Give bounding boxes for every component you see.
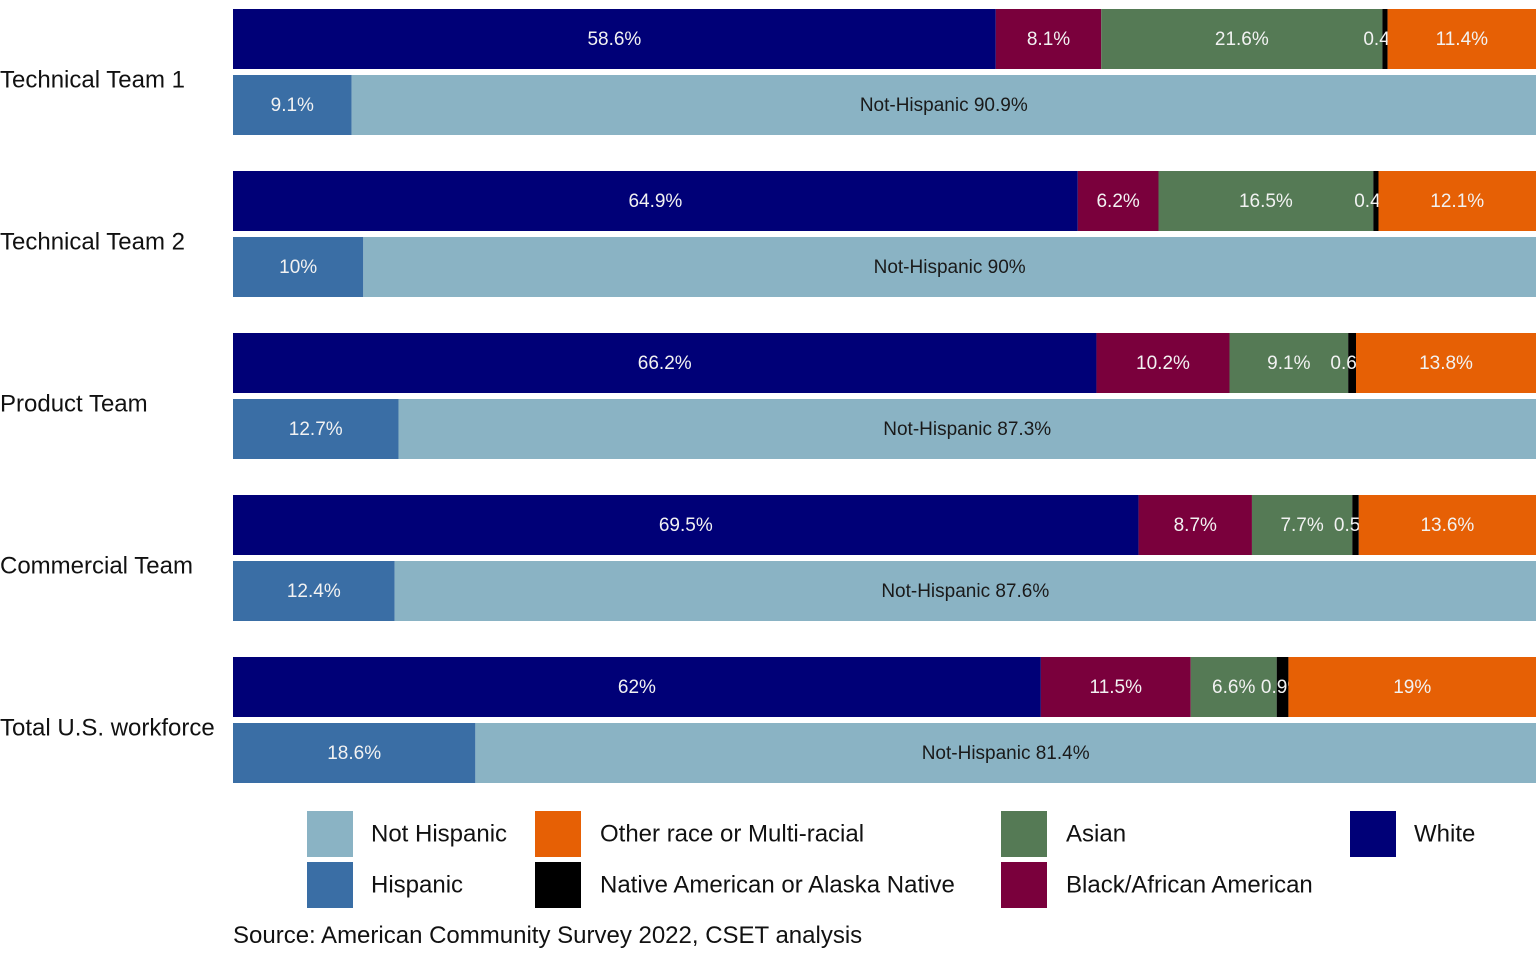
race-bar-segment xyxy=(1382,9,1388,69)
race-bar-segment xyxy=(1358,495,1536,555)
category-label: Product Team xyxy=(0,390,148,417)
ethnicity-bar-segment xyxy=(233,723,476,783)
ethnicity-bar-segment xyxy=(233,237,364,297)
race-data-label: 10.2% xyxy=(1136,353,1190,374)
legend: Not Hispanic Hispanic Other race or Multi-… xyxy=(307,811,1475,908)
legend-swatch xyxy=(1001,811,1047,857)
race-data-label: 62% xyxy=(618,677,656,698)
race-bar-segment xyxy=(1096,333,1230,393)
ethnicity-bar-segment xyxy=(398,399,1536,459)
legend-label: Black/African American xyxy=(1066,871,1313,898)
race-data-label: 13.6% xyxy=(1420,515,1474,536)
race-data-label: 64.9% xyxy=(628,191,682,212)
legend-swatch xyxy=(307,862,353,908)
race-bar-segment xyxy=(1101,9,1383,69)
legend-swatch xyxy=(535,811,581,857)
race-bar-segment xyxy=(1158,171,1374,231)
ethnicity-bar-segment xyxy=(233,399,399,459)
race-bar-segment xyxy=(233,333,1097,393)
legend-swatch xyxy=(535,862,581,908)
legend-label: Not Hispanic xyxy=(371,820,507,847)
ethnicity-data-label: 10% xyxy=(279,257,317,278)
ethnicity-bar-segment xyxy=(394,561,1536,621)
ethnicity-bar-segment xyxy=(351,75,1536,135)
legend-label: Hispanic xyxy=(371,871,463,898)
ethnicity-bar-segment xyxy=(233,75,352,135)
race-bar-segment xyxy=(1190,657,1277,717)
race-bar-segment xyxy=(1387,9,1536,69)
ethnicity-data-label: Not-Hispanic 87.3% xyxy=(883,419,1051,440)
race-data-label: 13.8% xyxy=(1419,353,1473,374)
race-bar-segment xyxy=(233,171,1078,231)
legend-swatch xyxy=(1001,862,1047,908)
race-bar-segment xyxy=(1348,333,1357,393)
category-label: Commercial Team xyxy=(0,552,193,579)
ethnicity-data-label: Not-Hispanic 90.9% xyxy=(860,95,1028,116)
race-bar-segment xyxy=(1251,495,1353,555)
ethnicity-data-label: Not-Hispanic 90% xyxy=(874,257,1026,278)
source-caption: Source: American Community Survey 2022, … xyxy=(233,922,862,949)
legend-label: Native American or Alaska Native xyxy=(600,871,955,898)
ethnicity-bar-segment xyxy=(233,561,395,621)
race-data-label: 19% xyxy=(1393,677,1431,698)
category-label: Total U.S. workforce xyxy=(0,714,215,741)
race-bar-segment xyxy=(233,657,1041,717)
ethnicity-data-label: 18.6% xyxy=(327,743,381,764)
race-data-label: 8.1% xyxy=(1027,29,1070,50)
legend-label: White xyxy=(1414,820,1475,847)
race-data-label: 9.1% xyxy=(1267,353,1310,374)
race-bar-segment xyxy=(1040,657,1191,717)
race-bar-segment xyxy=(995,9,1102,69)
race-data-label: 11.5% xyxy=(1090,677,1143,698)
ethnicity-data-label: 9.1% xyxy=(271,95,314,116)
race-bar-segment xyxy=(1276,657,1289,717)
race-data-label: 6.6% xyxy=(1212,677,1255,698)
race-bar-segment xyxy=(233,9,996,69)
category-label: Technical Team 1 xyxy=(0,66,185,93)
race-data-label: 21.6% xyxy=(1215,29,1269,50)
ethnicity-bar-segment xyxy=(363,237,1536,297)
legend-label: Asian xyxy=(1066,820,1126,847)
legend-swatch xyxy=(1350,811,1396,857)
race-data-label: 66.2% xyxy=(638,353,692,374)
race-data-label: 7.7% xyxy=(1280,515,1323,536)
race-bar-segment xyxy=(1356,333,1536,393)
race-bar-segment xyxy=(1138,495,1252,555)
race-data-label: 6.2% xyxy=(1096,191,1139,212)
ethnicity-data-label: Not-Hispanic 87.6% xyxy=(881,581,1049,602)
race-bar-segment xyxy=(233,495,1139,555)
legend-label: Other race or Multi-racial xyxy=(600,820,864,847)
race-data-label: 12.1% xyxy=(1430,191,1484,212)
ethnicity-data-label: Not-Hispanic 81.4% xyxy=(922,743,1090,764)
legend-swatch xyxy=(307,811,353,857)
race-data-label: 69.5% xyxy=(659,515,713,536)
ethnicity-bar-segment xyxy=(475,723,1536,783)
race-data-label: 16.5% xyxy=(1239,191,1293,212)
race-bar-segment xyxy=(1229,333,1349,393)
ethnicity-data-label: 12.4% xyxy=(287,581,341,602)
race-bar-segment xyxy=(1352,495,1359,555)
race-bar-segment xyxy=(1373,171,1379,231)
race-data-label: 11.4% xyxy=(1436,29,1489,50)
race-data-label: 58.6% xyxy=(587,29,641,50)
category-label: Technical Team 2 xyxy=(0,228,185,255)
race-bar-segment xyxy=(1288,657,1536,717)
race-data-label: 8.7% xyxy=(1174,515,1217,536)
ethnicity-data-label: 12.7% xyxy=(289,419,343,440)
race-bar-segment xyxy=(1077,171,1159,231)
race-bar-segment xyxy=(1378,171,1536,231)
